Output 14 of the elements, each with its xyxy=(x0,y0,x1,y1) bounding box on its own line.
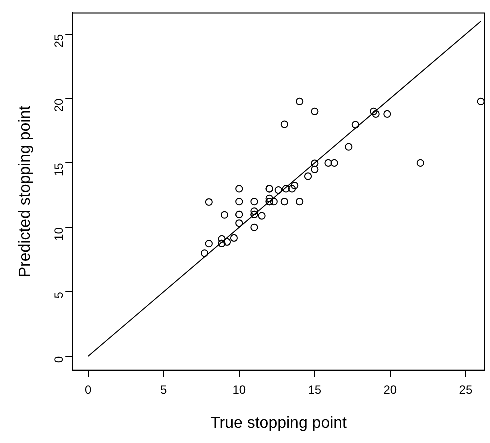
y-tick-label: 20 xyxy=(52,98,66,112)
x-tick-label: 5 xyxy=(160,382,168,397)
x-tick-label: 10 xyxy=(232,382,246,397)
y-tick-label: 15 xyxy=(52,162,66,177)
y-tick-label: 5 xyxy=(52,292,66,299)
x-tick-label: 15 xyxy=(308,382,322,397)
y-tick-label: 10 xyxy=(52,227,66,241)
x-axis-title: True stopping point xyxy=(210,414,348,432)
x-tick-label: 20 xyxy=(384,382,398,397)
y-tick-label: 25 xyxy=(52,34,66,48)
x-tick-label: 0 xyxy=(84,382,92,397)
y-axis-title: Predicted stopping point xyxy=(17,105,34,278)
x-tick-label: 25 xyxy=(459,382,473,397)
y-tick-label: 0 xyxy=(52,356,66,364)
